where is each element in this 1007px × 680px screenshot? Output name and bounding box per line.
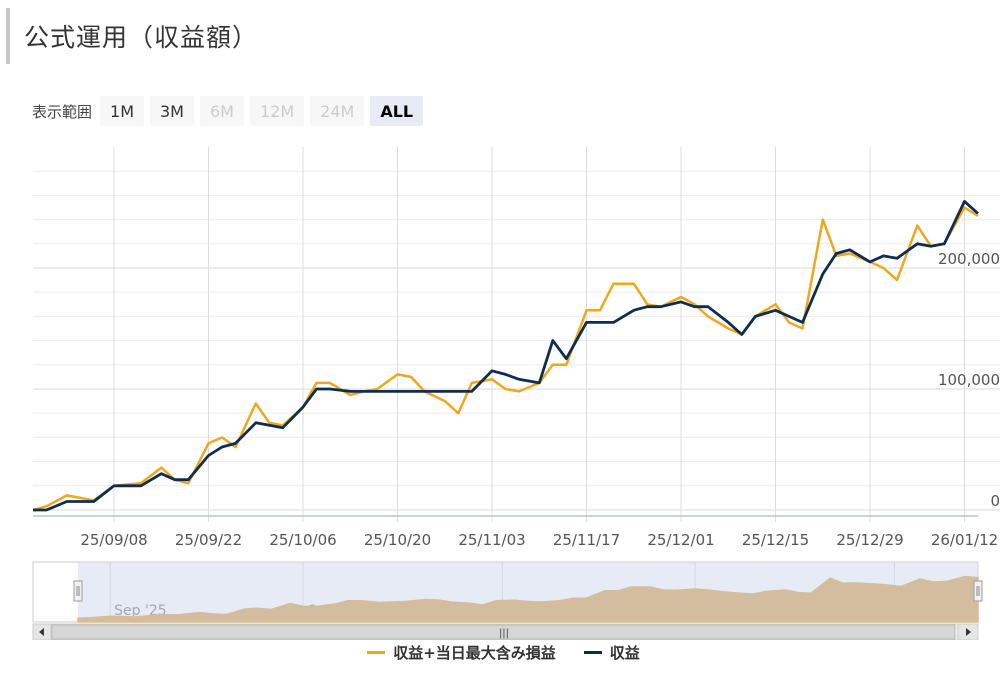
legend-item-series2[interactable]: 収益 (583, 642, 640, 663)
page-title: 公式運用（収益額） (24, 23, 259, 52)
range-button-3m[interactable]: 3M (150, 96, 194, 126)
handle-body (73, 580, 83, 602)
range-selector: 表示範囲 1M 3M 6M 12M 24M ALL (32, 94, 429, 128)
x-tick-label: 25/09/08 (80, 531, 147, 549)
x-tick-label: 25/12/29 (836, 531, 903, 549)
y-tick-label: 200,000 (938, 250, 1000, 268)
range-button-24m: 24M (310, 96, 365, 126)
series-line-2 (33, 199, 979, 512)
range-button-all[interactable]: ALL (370, 96, 424, 126)
range-button-12m: 12M (249, 96, 305, 126)
x-tick-label: 25/10/20 (364, 531, 431, 549)
arrow-left-icon (39, 628, 44, 636)
x-tick-label: 25/10/06 (269, 531, 336, 549)
legend-label-series1: 収益+当日最大含み損益 (393, 643, 556, 662)
range-selector-label: 表示範囲 (32, 102, 93, 121)
navigator-handle-right[interactable] (973, 580, 983, 602)
range-button-6m: 6M (199, 96, 244, 126)
legend: 収益+当日最大含み損益 収益 (0, 640, 1007, 664)
x-tick-label: 25/09/22 (175, 531, 242, 549)
x-tick-label: 25/12/15 (742, 531, 809, 549)
title-bar: 公式運用（収益額） (6, 8, 996, 64)
x-tick-label: 25/12/01 (647, 531, 714, 549)
x-tick-label: 25/11/03 (458, 531, 525, 549)
y-tick-label: 100,000 (938, 371, 1000, 389)
y-tick-label: 0 (990, 492, 1000, 510)
handle-body (973, 580, 983, 602)
series-line-1 (32, 206, 979, 512)
plot-area (33, 147, 978, 516)
scrollbar-thumb[interactable] (51, 624, 956, 640)
navigator-selection (78, 562, 978, 622)
legend-swatch-series2 (583, 650, 602, 654)
arrow-right-icon (966, 628, 971, 636)
range-button-1m[interactable]: 1M (100, 96, 144, 126)
chart: 25/09/08 25/09/22 25/10/06 25/10/20 25/11/03… (32, 147, 1000, 640)
legend-swatch-series1 (367, 650, 386, 654)
x-tick-label: 26/01/12 (931, 531, 998, 549)
scrollbar-grip-icon: ||| (499, 628, 509, 639)
navigator-handle-left[interactable] (73, 580, 83, 602)
legend-item-series1[interactable]: 収益+当日最大含み損益 (367, 642, 556, 663)
x-tick-label: 25/11/17 (553, 531, 620, 549)
legend-label-series2: 収益 (609, 643, 640, 662)
